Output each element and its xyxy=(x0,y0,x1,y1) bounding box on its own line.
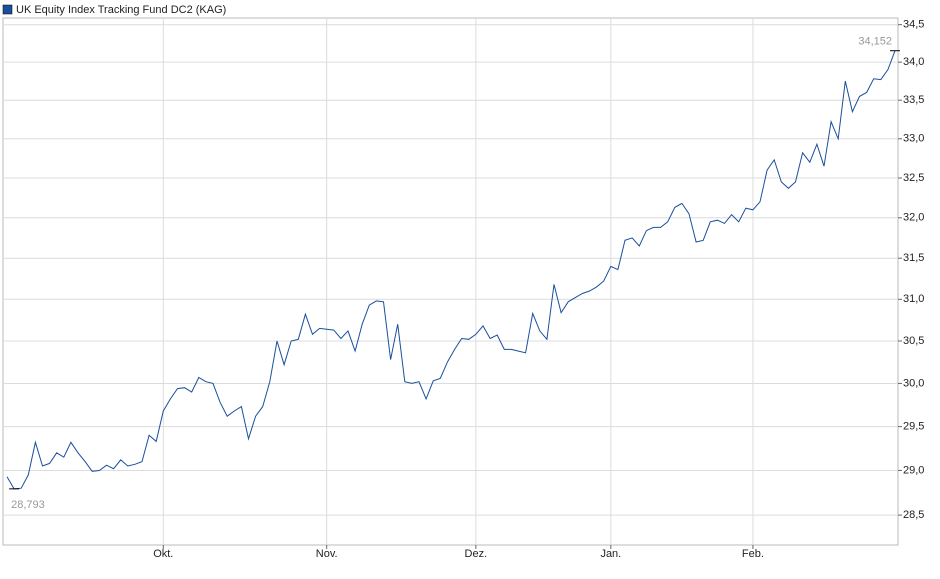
y-tick-label: 28,5 xyxy=(903,509,924,521)
x-tick-label: Jan. xyxy=(600,548,621,560)
value-label: 34,152 xyxy=(858,36,892,48)
x-tick-label: Okt. xyxy=(153,548,173,560)
y-tick-label: 31,0 xyxy=(903,293,924,305)
plot-area xyxy=(2,17,899,546)
x-tick-label: Feb. xyxy=(742,548,764,560)
legend-swatch xyxy=(2,4,13,15)
y-tick-label: 30,0 xyxy=(903,377,924,389)
y-tick-label: 30,5 xyxy=(903,335,924,347)
y-tick-label: 33,5 xyxy=(903,94,924,106)
x-tick-label: Dez. xyxy=(465,548,488,560)
y-tick-label: 34,0 xyxy=(903,56,924,68)
y-tick-label: 31,5 xyxy=(903,252,924,264)
y-tick-label: 29,5 xyxy=(903,420,924,432)
y-tick-label: 32,5 xyxy=(903,172,924,184)
chart-title: UK Equity Index Tracking Fund DC2 (KAG) xyxy=(16,4,226,16)
y-tick-label: 34,5 xyxy=(903,19,924,31)
series-line xyxy=(6,50,896,490)
y-tick-label: 32,0 xyxy=(903,212,924,224)
x-tick-label: Nov. xyxy=(316,548,338,560)
y-tick-label: 33,0 xyxy=(903,133,924,145)
y-tick-label: 29,0 xyxy=(903,464,924,476)
value-label: 28,793 xyxy=(11,499,45,511)
